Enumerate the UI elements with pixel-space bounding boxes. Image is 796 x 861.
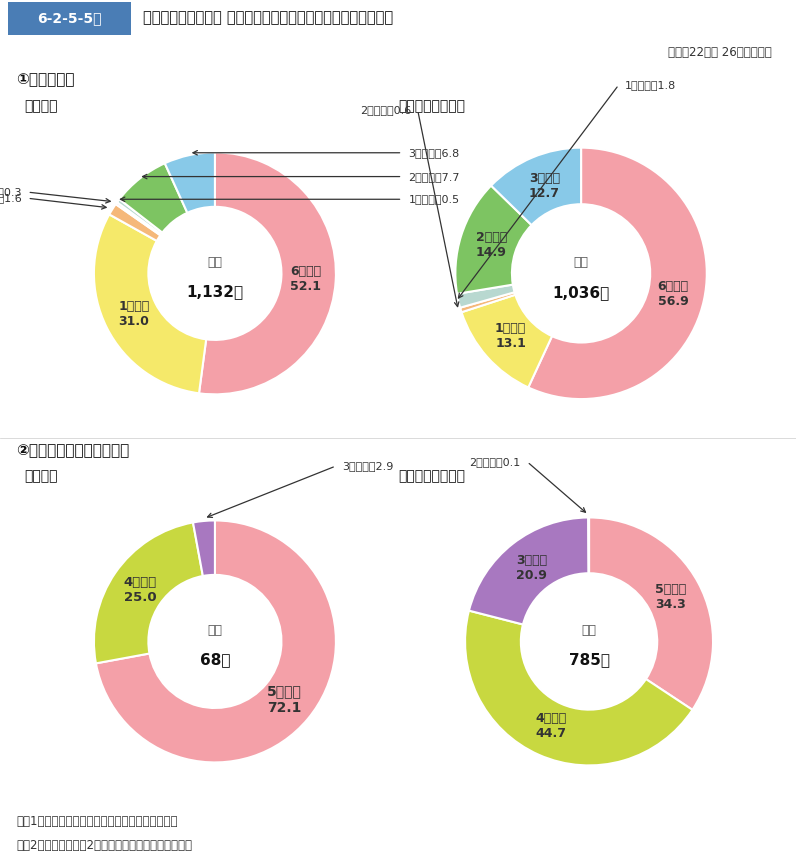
Text: 1年以内
31.0: 1年以内 31.0 [118, 300, 150, 328]
Wedge shape [94, 214, 206, 393]
Wedge shape [465, 610, 693, 765]
Text: 6月以内
56.9: 6月以内 56.9 [657, 280, 689, 307]
Text: 2年以内　0.6: 2年以内 0.6 [360, 105, 412, 115]
Text: 3月以内　6.8: 3月以内 6.8 [408, 148, 460, 158]
Text: 2年以内　0.1: 2年以内 0.1 [470, 456, 521, 467]
Text: ①　仮釈放者: ① 仮釈放者 [16, 71, 74, 87]
Wedge shape [491, 148, 581, 225]
Wedge shape [193, 520, 215, 576]
Wedge shape [199, 152, 336, 394]
Wedge shape [589, 517, 713, 709]
Text: ア　強姦: ア 強姦 [24, 99, 57, 113]
Wedge shape [469, 517, 588, 624]
Wedge shape [457, 285, 514, 307]
Wedge shape [94, 523, 203, 663]
Text: 2　仮釈放者の「2年を超える」は、無期を含む。: 2 仮釈放者の「2年を超える」は、無期を含む。 [16, 839, 192, 852]
Wedge shape [109, 204, 160, 241]
Text: ②　保護観察付執行猶予者: ② 保護観察付執行猶予者 [16, 443, 129, 458]
Text: 5年以内
34.3: 5年以内 34.3 [655, 584, 687, 611]
Text: 785人: 785人 [568, 653, 610, 667]
Wedge shape [115, 202, 161, 235]
Text: 4年以内
25.0: 4年以内 25.0 [123, 576, 157, 604]
Text: 4年以内
44.7: 4年以内 44.7 [536, 712, 567, 740]
Wedge shape [460, 292, 515, 313]
Text: 2 年 以 内　1.6: 2 年 以 内 1.6 [0, 193, 21, 203]
Wedge shape [165, 152, 215, 213]
Wedge shape [529, 148, 707, 400]
Wedge shape [462, 294, 552, 387]
Text: ア　強姦: ア 強姦 [24, 469, 57, 483]
Text: 1月以内　0.5: 1月以内 0.5 [408, 195, 459, 204]
Text: 強姦・強制わいせつ 保護観察開始人員の保護観察期間別構成比: 強姦・強制わいせつ 保護観察開始人員の保護観察期間別構成比 [143, 10, 393, 25]
Text: 2月以内
14.9: 2月以内 14.9 [475, 231, 507, 259]
Text: 総数: 総数 [582, 623, 596, 637]
Text: 3年以内　2.9: 3年以内 2.9 [342, 461, 393, 471]
Text: イ　強制わいせつ: イ 強制わいせつ [398, 99, 465, 113]
Wedge shape [119, 164, 187, 232]
Text: 1,036人: 1,036人 [552, 285, 610, 300]
Text: 1月以内　1.8: 1月以内 1.8 [625, 80, 677, 90]
Bar [8, 2, 131, 35]
Text: 総数: 総数 [574, 256, 588, 269]
Text: 3月以内
12.7: 3月以内 12.7 [529, 172, 560, 201]
Text: 6-2-5-5図: 6-2-5-5図 [37, 11, 102, 25]
Text: 1年以内
13.1: 1年以内 13.1 [495, 322, 526, 350]
Wedge shape [455, 186, 532, 294]
Text: 68人: 68人 [200, 652, 230, 667]
Text: 総数: 総数 [208, 624, 222, 637]
Text: イ　強制わいせつ: イ 強制わいせつ [398, 469, 465, 483]
Wedge shape [96, 520, 336, 763]
Text: 5年以内
72.1: 5年以内 72.1 [267, 684, 302, 715]
Text: 1,132人: 1,132人 [186, 284, 244, 299]
Text: 総数: 総数 [208, 256, 222, 269]
Text: 2月以内　7.7: 2月以内 7.7 [408, 171, 460, 182]
Text: 6月以内
52.1: 6月以内 52.1 [290, 265, 321, 294]
Text: （平成22年〜 26年の累計）: （平成22年〜 26年の累計） [669, 46, 772, 59]
Text: 3年以内
20.9: 3年以内 20.9 [517, 554, 548, 582]
Wedge shape [117, 199, 162, 234]
Text: 注　1　法務省大臣官房司法法制部の資料による。: 注 1 法務省大臣官房司法法制部の資料による。 [16, 815, 178, 828]
Text: 2年を超える　0.3: 2年を超える 0.3 [0, 187, 21, 197]
